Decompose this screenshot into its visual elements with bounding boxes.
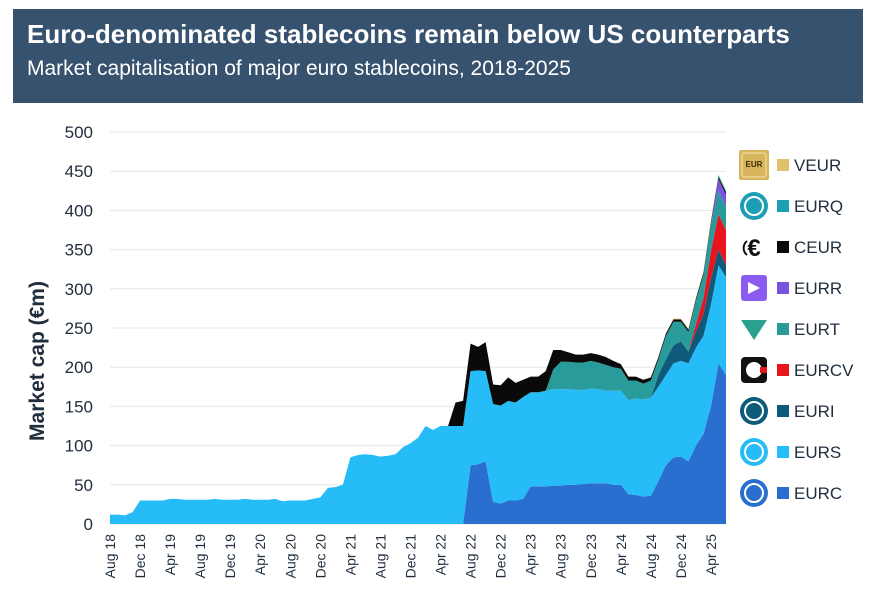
y-tick-label: 150 [65,397,93,416]
x-tick-label: Apr 23 [523,534,539,575]
legend-item-veur: EUR VEUR [739,150,841,180]
eurr-token-icon [741,275,767,301]
legend-label: EURS [794,443,841,462]
legend-swatch [777,364,789,376]
legend: EUR VEUR EURQ € CEUR EURR EURT EURCV EURI EURS EUR… [739,150,854,507]
y-tick-label: 450 [65,162,93,181]
legend-item-eurq: EURQ [740,192,843,220]
legend-item-ceur: € CEUR [742,235,842,262]
y-tick-label: 250 [65,319,93,338]
legend-item-euri: EURI [740,397,835,425]
legend-item-eurs: EURS [740,438,841,466]
x-tick-label: Apr 24 [613,534,629,575]
eurcv-token-icon [741,357,767,383]
y-axis-label: Market cap (€m) [26,281,49,441]
legend-swatch [777,323,789,335]
svg-text:EUR: EUR [746,160,763,169]
eurc-token-icon [740,479,768,507]
legend-label: EURQ [794,197,843,216]
x-tick-label: Aug 20 [282,534,298,579]
y-tick-label: 350 [65,241,93,260]
x-tick-label: Dec 19 [222,534,238,579]
legend-swatch [777,487,789,499]
eurq-token-icon [740,192,768,220]
y-tick-label: 300 [65,280,93,299]
y-axis-ticks: 0 50 100 150 200 250 300 350 400 450 500 [65,123,93,534]
legend-label: EURT [794,320,840,339]
legend-item-eurt: EURT [741,320,840,340]
legend-item-eurr: EURR [741,275,842,301]
x-tick-label: Aug 24 [643,534,659,579]
y-tick-label: 0 [84,515,93,534]
x-tick-label: Aug 23 [553,534,569,579]
series-area-eurs [110,265,726,524]
legend-item-eurc: EURC [740,479,842,507]
x-tick-label: Aug 19 [192,534,208,579]
legend-swatch [777,446,789,458]
svg-text:€: € [747,235,760,262]
x-tick-label: Aug 22 [463,534,479,579]
legend-label: EURCV [794,361,854,380]
eurs-token-icon [740,438,768,466]
x-axis-ticks: Aug 18 Dec 18 Apr 19 Aug 19 Dec 19 Apr 20 Aug … [102,534,719,579]
x-tick-label: Aug 21 [372,534,388,579]
ceur-token-icon: € [742,235,761,262]
chart-subtitle: Market capitalisation of major euro stab… [27,57,571,80]
legend-label: EURI [794,402,835,421]
x-tick-label: Dec 21 [402,534,418,579]
chart-title: Euro-denominated stablecoins remain belo… [27,19,790,49]
y-tick-label: 400 [65,201,93,220]
x-tick-label: Apr 20 [252,534,268,575]
legend-swatch [777,200,789,212]
legend-label: CEUR [794,238,842,257]
x-tick-label: Apr 19 [162,534,178,575]
legend-label: EURR [794,279,842,298]
eurt-token-icon [741,320,767,340]
x-tick-label: Aug 18 [102,534,118,579]
header-banner: Euro-denominated stablecoins remain belo… [13,9,863,103]
x-tick-label: Dec 24 [673,534,689,579]
legend-item-eurcv: EURCV [741,357,854,383]
y-tick-label: 200 [65,358,93,377]
x-tick-label: Apr 25 [703,534,719,575]
euri-token-icon [740,397,768,425]
series-area-eurc [110,363,726,524]
y-tick-label: 500 [65,123,93,142]
legend-swatch [777,405,789,417]
x-tick-label: Apr 22 [433,534,449,575]
x-tick-label: Apr 21 [342,534,358,575]
y-tick-label: 100 [65,437,93,456]
legend-swatch [777,241,789,253]
legend-label: VEUR [794,156,841,175]
series-areas [110,174,726,524]
legend-label: EURC [794,484,842,503]
legend-swatch [777,282,789,294]
x-tick-label: Dec 20 [312,534,328,579]
y-tick-label: 50 [74,476,93,495]
veur-token-icon: EUR [739,150,769,180]
x-tick-label: Dec 23 [583,534,599,579]
x-tick-label: Dec 18 [132,534,148,579]
x-tick-label: Dec 22 [493,534,509,579]
legend-swatch [777,159,789,171]
